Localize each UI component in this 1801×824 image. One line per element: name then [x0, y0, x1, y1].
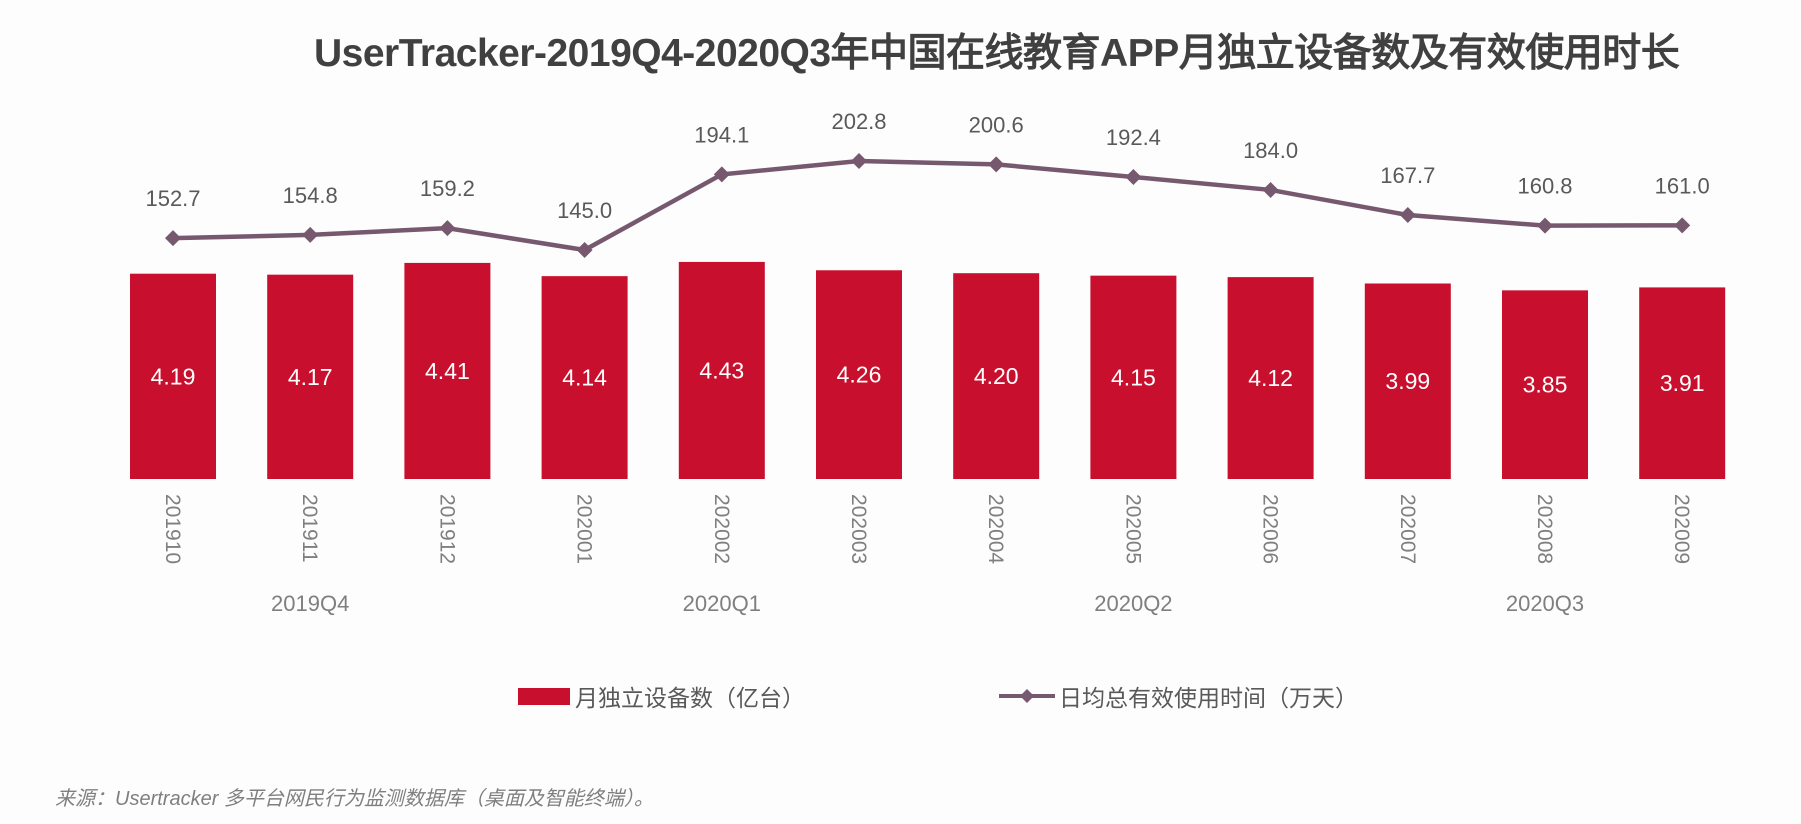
bar-value-label: 3.85: [1523, 372, 1568, 398]
x-tick-label: 202007: [1396, 494, 1419, 564]
quarter-label: 2019Q4: [271, 591, 349, 616]
line-marker: [713, 166, 730, 183]
line-series: [172, 158, 1683, 253]
line-value-label: 192.4: [1106, 125, 1161, 150]
bar: [130, 273, 216, 479]
line-value-label: 202.8: [831, 109, 886, 134]
bar: [1639, 287, 1726, 479]
bar-value-label: 4.26: [837, 362, 882, 388]
bar: [541, 276, 628, 479]
bar: [953, 273, 1040, 479]
x-tick-label: 202006: [1259, 494, 1282, 564]
bar: [1227, 277, 1314, 479]
legend-line-label: 日均总有效使用时间（万天）: [1059, 685, 1358, 711]
line-marker: [988, 156, 1005, 173]
line-value-label: 161.0: [1655, 173, 1710, 198]
bar-value-label: 4.14: [562, 365, 607, 391]
bar: [1364, 283, 1451, 479]
line-value-label: 184.0: [1243, 138, 1298, 163]
bar: [1502, 290, 1588, 479]
legend-bar-swatch: [518, 687, 570, 705]
bar-value-label: 3.99: [1385, 368, 1430, 394]
legend-item-bar: 月独立设备数（亿台）: [518, 679, 805, 713]
line-marker: [1674, 217, 1691, 234]
x-tick-label: 202009: [1670, 494, 1693, 564]
line-value-label: 167.7: [1380, 163, 1435, 188]
line-marker: [851, 152, 867, 169]
line-marker: [1537, 217, 1553, 234]
line-value-label: 145.0: [557, 198, 612, 223]
bar: [816, 270, 902, 479]
x-tick-label: 202002: [710, 494, 733, 564]
legend-line-swatch: [999, 689, 1055, 703]
line-value-label: 154.8: [283, 183, 338, 208]
x-tick-label: 201910: [161, 494, 184, 564]
quarter-label: 2020Q3: [1506, 591, 1584, 616]
bar-value-label: 4.20: [974, 363, 1019, 389]
bar: [678, 261, 765, 479]
x-tick-label: 201912: [435, 494, 458, 564]
legend-bar-label: 月独立设备数（亿台）: [575, 685, 805, 711]
line-marker: [1125, 169, 1142, 186]
bar-value-label: 4.17: [288, 364, 333, 390]
quarter-label: 2020Q1: [683, 591, 761, 616]
line-marker: [439, 220, 456, 237]
x-tick-label: 201911: [298, 494, 321, 563]
line-marker: [165, 230, 181, 247]
quarter-label: 2020Q2: [1094, 591, 1172, 616]
line-value-label: 200.6: [969, 112, 1024, 137]
legend-item-line: 日均总有效使用时间（万天）: [999, 679, 1358, 713]
line-value-label: 160.8: [1517, 174, 1572, 199]
line-marker: [576, 242, 593, 258]
line-value-label: 152.7: [145, 186, 200, 211]
bar-value-label: 3.91: [1660, 370, 1705, 396]
line-value-label: 194.1: [694, 122, 749, 147]
bar-value-label: 4.43: [699, 357, 744, 383]
bar-value-label: 4.12: [1248, 365, 1293, 391]
line-value-label: 159.2: [420, 176, 475, 201]
bar: [1090, 275, 1177, 479]
bar-value-label: 4.41: [425, 358, 470, 384]
bar-value-label: 4.19: [151, 363, 196, 389]
x-tick-label: 202004: [984, 494, 1007, 564]
line-marker: [1399, 207, 1416, 224]
x-tick-label: 202001: [573, 494, 596, 564]
bar: [267, 274, 354, 479]
line-marker: [302, 226, 319, 243]
line-marker: [1262, 181, 1279, 198]
source-note: 来源：Usertracker 多平台网民行为监测数据库（桌面及智能终端）。: [55, 788, 654, 810]
x-tick-label: 202003: [847, 494, 870, 564]
bar-value-label: 4.15: [1111, 364, 1156, 390]
x-tick-label: 202008: [1533, 494, 1556, 564]
chart-title: UserTracker-2019Q4-2020Q3年中国在线教育APP月独立设备…: [314, 32, 1680, 75]
bar: [404, 262, 491, 479]
x-tick-label: 202005: [1121, 494, 1144, 564]
